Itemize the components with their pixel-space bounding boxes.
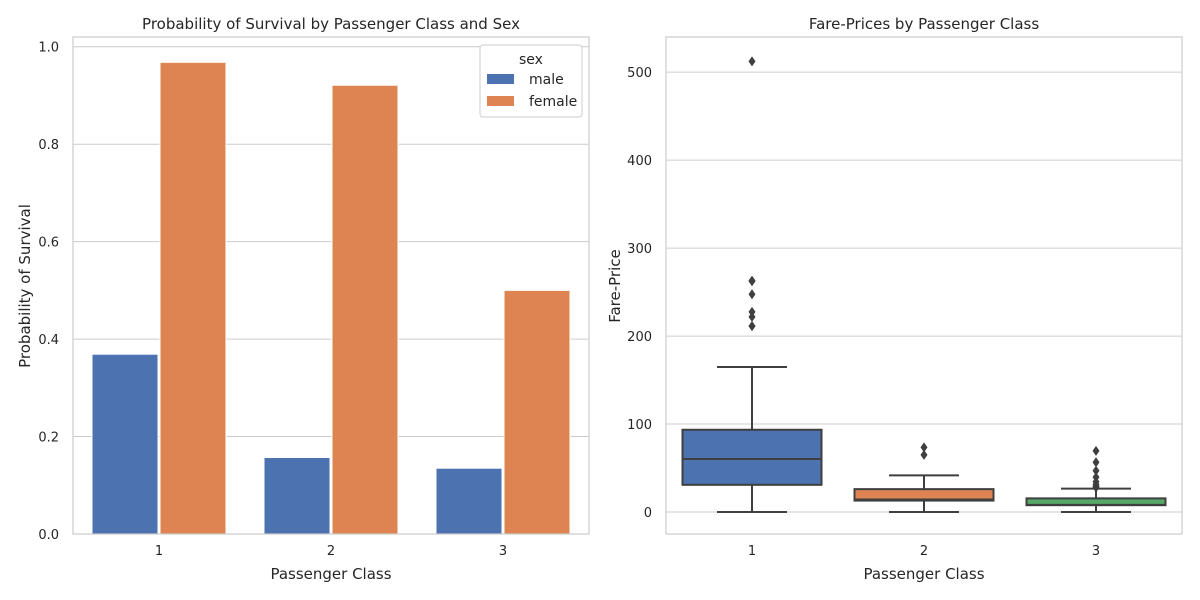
legend-swatch-female xyxy=(487,96,514,106)
y-tick-label: 0.2 xyxy=(38,431,59,446)
outlier-point xyxy=(748,306,756,317)
chart1-bars xyxy=(91,61,571,535)
chart1-title: Probability of Survival by Passenger Cla… xyxy=(142,15,520,33)
outlier-point xyxy=(1092,445,1100,456)
outlier-point xyxy=(748,275,756,286)
chart2-title: Fare-Prices by Passenger Class xyxy=(809,15,1040,33)
y-tick-label: 0.8 xyxy=(38,138,59,153)
y-tick-label: 400 xyxy=(627,154,652,169)
y-tick-label: 100 xyxy=(627,418,652,433)
outlier-point xyxy=(1092,472,1100,483)
legend-label-female: female xyxy=(529,94,577,110)
y-tick-label: 0 xyxy=(644,506,652,521)
y-tick-label: 300 xyxy=(627,242,652,257)
x-tick-label: 2 xyxy=(920,544,928,559)
x-tick-label: 1 xyxy=(748,544,756,559)
chart1-y-ticks: 0.0 0.2 0.4 0.6 0.8 1.0 xyxy=(38,41,59,543)
bar-male-class-1 xyxy=(91,353,159,535)
fare-box-plot: Fare-Prices by Passenger Class 010020030… xyxy=(606,15,1183,583)
outlier-point xyxy=(748,311,756,322)
chart2-boxes xyxy=(681,56,1167,514)
box-class-3 xyxy=(1025,445,1167,514)
outlier-point xyxy=(1092,457,1100,468)
outlier-point xyxy=(748,320,756,331)
chart2-y-axis-label: Fare-Price xyxy=(606,249,624,323)
box-class-1 xyxy=(681,56,823,514)
chart1-y-axis-label: Probability of Survival xyxy=(16,204,34,368)
bar-male-class-3 xyxy=(435,467,503,535)
outlier-point xyxy=(748,289,756,300)
chart1-x-axis-label: Passenger Class xyxy=(270,565,391,583)
outlier-point xyxy=(920,442,928,453)
bar-female-class-2 xyxy=(331,84,399,535)
y-tick-label: 1.0 xyxy=(38,41,59,56)
y-tick-label: 200 xyxy=(627,330,652,345)
chart1-x-ticks: 1 2 3 xyxy=(155,544,507,559)
bar-female-class-1 xyxy=(159,61,227,535)
chart1-legend: sex male female xyxy=(479,44,583,118)
y-tick-label: 0.4 xyxy=(38,333,59,348)
outlier-point xyxy=(1092,465,1100,476)
legend-title: sex xyxy=(519,52,543,68)
chart2-y-ticks: 0 100 200 300 400 500 xyxy=(627,66,652,521)
x-tick-label: 2 xyxy=(327,544,335,559)
survival-bar-chart: Probability of Survival by Passenger Cla… xyxy=(16,15,590,583)
y-tick-label: 0.0 xyxy=(38,528,59,543)
legend-label-male: male xyxy=(529,72,564,88)
legend-swatch-male xyxy=(487,74,514,84)
chart1-frame xyxy=(72,36,590,535)
bar-male-class-2 xyxy=(263,457,331,535)
bar-female-class-3 xyxy=(503,289,571,535)
iqr-box xyxy=(681,428,823,486)
y-tick-label: 0.6 xyxy=(38,236,59,251)
chart2-frame xyxy=(665,36,1183,535)
x-tick-label: 3 xyxy=(1092,544,1100,559)
outlier-point xyxy=(748,56,756,67)
y-tick-label: 500 xyxy=(627,66,652,81)
x-tick-label: 1 xyxy=(155,544,163,559)
x-tick-label: 3 xyxy=(499,544,507,559)
chart2-x-axis-label: Passenger Class xyxy=(863,565,984,583)
outlier-point xyxy=(920,449,928,460)
box-class-2 xyxy=(853,442,995,514)
iqr-box xyxy=(853,488,995,502)
chart2-x-ticks: 1 2 3 xyxy=(748,544,1100,559)
